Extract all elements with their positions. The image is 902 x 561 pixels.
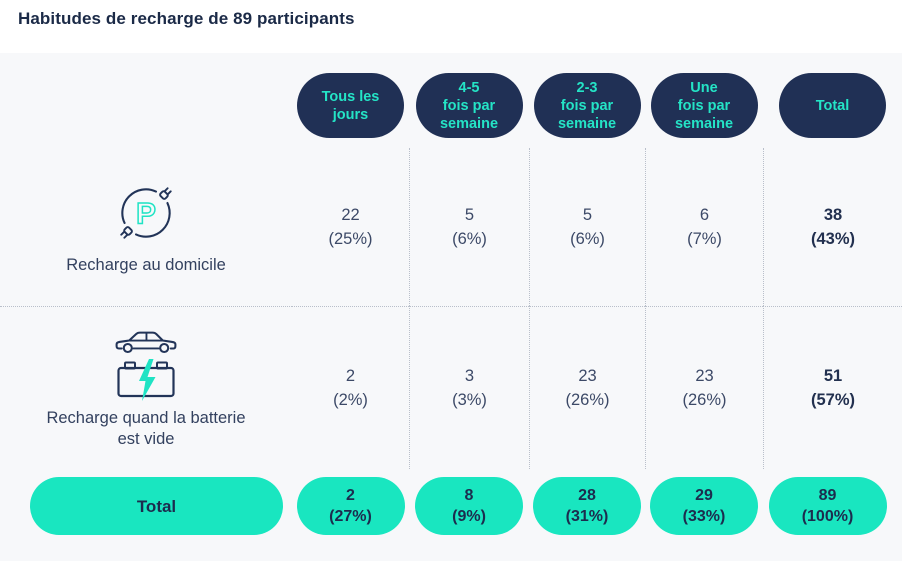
cell-batterie-total: 51 (57%) [763, 306, 902, 469]
cell-percent: (26%) [565, 391, 610, 409]
cell-count: 23 [578, 367, 597, 385]
total-value-pill: 8 (9%) [415, 477, 523, 535]
cell-batterie-4-5-fois: 3 (3%) [409, 306, 529, 469]
home-charging-icon: P [111, 178, 181, 248]
total-count: 29 [695, 487, 713, 504]
total-cell-une-fois: 29 (33%) [645, 469, 763, 561]
cell-percent: (6%) [452, 230, 487, 248]
survey-table-panel: Tous les jours 4-5 fois par semaine 2-3 … [0, 53, 902, 561]
total-count: 8 [464, 487, 474, 504]
header-pill: Tous les jours [297, 73, 404, 138]
car-icon [115, 331, 177, 353]
page-title: Habitudes de recharge de 89 participants [18, 9, 355, 28]
cell-count: 3 [464, 367, 475, 385]
column-header-4-5-fois: 4-5 fois par semaine [409, 53, 529, 148]
car-battery-icon [114, 327, 178, 401]
cell-percent: (6%) [570, 230, 605, 248]
cell-percent: (7%) [687, 230, 722, 248]
battery-icon [116, 358, 176, 401]
total-percent: (100%) [801, 508, 854, 525]
lightning-bolt-icon [139, 358, 156, 401]
total-cell-4-5-fois: 8 (9%) [409, 469, 529, 561]
total-cell-total: 89 (100%) [763, 469, 902, 561]
total-label-pill: Total [30, 477, 283, 535]
cell-domicile-une-fois: 6 (7%) [645, 148, 763, 306]
column-header-2-3-fois: 2-3 fois par semaine [529, 53, 645, 148]
total-percent: (27%) [329, 508, 372, 525]
column-header-tous-les-jours: Tous les jours [292, 53, 409, 148]
header-pill: Une fois par semaine [650, 73, 758, 138]
cell-count: 5 [464, 206, 475, 224]
total-value-pill: 29 (33%) [650, 477, 758, 535]
cell-percent: (3%) [452, 391, 487, 409]
cell-percent: (2%) [333, 391, 368, 409]
total-count: 2 [346, 487, 355, 504]
row-label-batterie-vide: Recharge quand la batterie est vide [0, 306, 292, 469]
cell-count: 23 [695, 367, 714, 385]
cell-percent: (57%) [810, 391, 855, 409]
svg-text:P: P [136, 198, 156, 231]
survey-table: Tous les jours 4-5 fois par semaine 2-3 … [0, 53, 902, 561]
total-percent: (33%) [682, 508, 726, 525]
total-percent: (31%) [565, 508, 609, 525]
total-count: 89 [818, 487, 837, 504]
total-value-pill: 89 (100%) [768, 477, 887, 535]
cell-percent: (25%) [328, 230, 373, 248]
total-value-pill: 2 (27%) [296, 477, 405, 535]
cell-batterie-2-3-fois: 23 (26%) [529, 306, 645, 469]
cell-domicile-4-5-fois: 5 (6%) [409, 148, 529, 306]
row-label-recharge-domicile: P Recharge au domicile [0, 148, 292, 306]
cell-count: 2 [345, 367, 356, 385]
row-label-text: Recharge au domicile [66, 256, 226, 274]
header-pill: 4-5 fois par semaine [415, 73, 523, 138]
total-value-pill: 28 (31%) [533, 477, 641, 535]
cell-percent: (43%) [810, 230, 855, 248]
cell-domicile-total: 38 (43%) [763, 148, 902, 306]
header-spacer [0, 53, 292, 148]
cell-percent: (26%) [682, 391, 727, 409]
cell-count: 5 [582, 206, 593, 224]
total-count: 28 [578, 487, 596, 504]
cell-batterie-tous-les-jours: 2 (2%) [292, 306, 409, 469]
title-bar: Habitudes de recharge de 89 participants [0, 0, 902, 53]
column-header-total: Total [763, 53, 902, 148]
cell-count: 38 [823, 206, 843, 224]
total-percent: (9%) [452, 508, 486, 525]
cell-count: 51 [823, 367, 843, 385]
cell-domicile-tous-les-jours: 22 (25%) [292, 148, 409, 306]
cell-count: 22 [341, 206, 360, 224]
row-label-text: Recharge quand la batterie est vide [46, 408, 246, 448]
total-cell-2-3-fois: 28 (31%) [529, 469, 645, 561]
total-cell-tous-les-jours: 2 (27%) [292, 469, 409, 561]
cell-domicile-2-3-fois: 5 (6%) [529, 148, 645, 306]
column-header-une-fois: Une fois par semaine [645, 53, 763, 148]
cell-batterie-une-fois: 23 (26%) [645, 306, 763, 469]
header-pill: 2-3 fois par semaine [533, 73, 641, 138]
cell-count: 6 [699, 206, 710, 224]
header-pill: Total [779, 73, 886, 138]
total-row-label: Total [0, 469, 292, 561]
